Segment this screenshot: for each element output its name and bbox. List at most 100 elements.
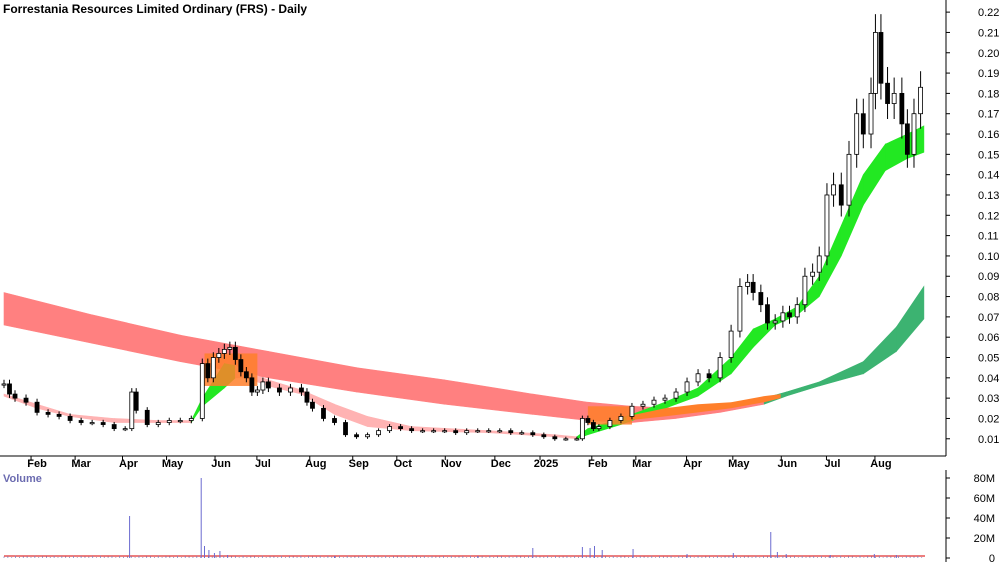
candle-body bbox=[508, 430, 514, 434]
date-tick-label: Feb bbox=[27, 458, 47, 470]
candle-body bbox=[772, 320, 778, 324]
candle-body bbox=[133, 391, 139, 411]
date-tick-label: Jul bbox=[825, 458, 841, 470]
date-tick-label: Mar bbox=[71, 458, 91, 470]
candles-layer bbox=[1, 14, 923, 441]
candle-body bbox=[260, 381, 266, 391]
price-tick-label: 0.09 bbox=[978, 271, 999, 283]
candle-body bbox=[878, 32, 884, 84]
price-tick-label: 0.05 bbox=[978, 353, 999, 365]
candle-body bbox=[7, 383, 12, 395]
candle-body bbox=[205, 363, 211, 379]
candle-body bbox=[579, 418, 585, 440]
volume-tick-label: 20M bbox=[974, 533, 995, 545]
date-tick-label: Jul bbox=[255, 458, 271, 470]
date-tick-label: May bbox=[728, 458, 750, 470]
candle-body bbox=[453, 430, 459, 434]
candle-body bbox=[854, 113, 860, 155]
candle-body bbox=[376, 430, 381, 436]
price-tick-label: 0.18 bbox=[978, 88, 999, 100]
candle-body bbox=[56, 413, 62, 417]
candle-body bbox=[188, 418, 194, 421]
candle-body bbox=[780, 312, 786, 322]
candle-body bbox=[563, 438, 569, 441]
candle-body bbox=[442, 430, 448, 433]
candle-body bbox=[288, 387, 293, 393]
candle-body bbox=[78, 420, 84, 423]
candle-body bbox=[238, 359, 244, 373]
price-tick-label: 0.10 bbox=[978, 251, 999, 263]
candle-body bbox=[266, 381, 271, 389]
candle-body bbox=[758, 292, 764, 306]
price-tick-label: 0.22 bbox=[978, 7, 999, 19]
volume-tick-label: 40M bbox=[974, 513, 995, 525]
date-tick-label: Jun bbox=[778, 458, 798, 470]
date-tick-label: Apr bbox=[119, 458, 139, 470]
date-tick-label: Sep bbox=[349, 458, 369, 470]
candle-body bbox=[365, 434, 370, 438]
candle-body bbox=[227, 346, 233, 350]
chart-title: Forrestania Resources Limited Ordinary (… bbox=[3, 2, 307, 16]
candle-body bbox=[299, 387, 304, 393]
candle-body bbox=[552, 436, 558, 440]
price-tick-label: 0.21 bbox=[978, 27, 999, 39]
price-tick-label: 0.16 bbox=[978, 129, 999, 141]
volume-tick-label: 0 bbox=[989, 553, 995, 562]
candle-body bbox=[846, 153, 852, 206]
date-tick-label: May bbox=[162, 458, 184, 470]
volume-panel: Volume 0 20M 40M 60M 80M bbox=[3, 470, 995, 562]
candle-body bbox=[530, 432, 536, 436]
candle-body bbox=[12, 393, 18, 399]
crossover-ribbon bbox=[626, 394, 781, 421]
candle-body bbox=[232, 346, 238, 360]
candle-body bbox=[695, 373, 701, 383]
candle-body bbox=[904, 123, 910, 155]
candle-body bbox=[420, 430, 426, 433]
candle-body bbox=[221, 348, 227, 354]
band-segment bbox=[896, 285, 925, 353]
band-segment bbox=[157, 420, 192, 423]
candle-body bbox=[519, 432, 525, 435]
candle-body bbox=[765, 304, 770, 324]
candle-body bbox=[629, 405, 635, 417]
date-tick-label: Aug bbox=[870, 458, 891, 470]
candle-body bbox=[596, 426, 602, 430]
candle-body bbox=[816, 255, 822, 273]
date-tick-label: Mar bbox=[632, 458, 652, 470]
date-tick-label: Feb bbox=[588, 458, 608, 470]
candle-body bbox=[662, 397, 668, 401]
candle-body bbox=[640, 403, 646, 407]
price-tick-label: 0.07 bbox=[978, 312, 999, 324]
candle-body bbox=[497, 430, 503, 433]
date-axis: Feb Mar Apr May Jun Jul Aug Sep Oct Nov Dec 2025 Feb… bbox=[0, 455, 946, 470]
candle-body bbox=[918, 86, 923, 115]
candle-body bbox=[409, 428, 415, 432]
candle-body bbox=[651, 399, 657, 405]
candle-body bbox=[868, 92, 874, 135]
candle-body bbox=[618, 416, 624, 421]
candle-body bbox=[277, 387, 282, 393]
date-tick-label: Aug bbox=[305, 458, 326, 470]
date-tick-label: Jun bbox=[211, 458, 231, 470]
price-tick-label: 0.12 bbox=[978, 210, 999, 222]
candle-body bbox=[100, 422, 106, 425]
price-tick-label: 0.19 bbox=[978, 68, 999, 80]
candle-body bbox=[122, 428, 128, 431]
price-tick-label: 0.17 bbox=[978, 109, 999, 121]
candle-body bbox=[860, 113, 866, 135]
date-tick-label: 2025 bbox=[534, 458, 558, 470]
price-tick-label: 0.14 bbox=[978, 170, 999, 182]
candle-body bbox=[911, 113, 917, 155]
candle-body bbox=[684, 381, 690, 393]
candle-body bbox=[728, 330, 734, 358]
price-tick-label: 0.08 bbox=[978, 292, 999, 304]
candle-body bbox=[155, 422, 161, 425]
candle-body bbox=[873, 32, 878, 94]
candle-body bbox=[810, 271, 816, 277]
candle-body bbox=[398, 426, 404, 430]
candle-body bbox=[354, 434, 359, 438]
candle-body bbox=[304, 391, 310, 403]
candle-body bbox=[431, 430, 437, 433]
